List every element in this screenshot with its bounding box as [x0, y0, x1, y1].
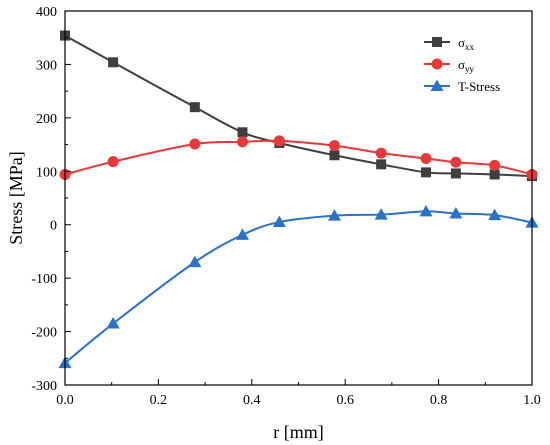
sigma-xx-point [376, 159, 387, 170]
sigma-yy-series [59, 135, 538, 180]
sigma-xx-point [489, 169, 500, 180]
legend-label: σyy [458, 57, 475, 74]
sigma-yy-point [273, 135, 285, 147]
t-stress-point [188, 255, 202, 268]
t-stress-point [449, 206, 463, 219]
sigma-xx-point [420, 167, 431, 178]
x-tick-label: 0.4 [243, 393, 261, 408]
t-stress-point [235, 228, 249, 240]
sigma-yy-point [420, 152, 432, 164]
legend-swatch-marker [431, 58, 443, 70]
x-axis: 0.0 0.2 0.4 0.6 0.8 1.0 [56, 379, 541, 408]
sigma-yy-point [189, 138, 201, 150]
y-tick-label: 100 [36, 165, 57, 180]
legend-label-subscript: yy [465, 64, 475, 74]
sigma-yy-point [489, 159, 501, 171]
y-axis: -300 -200 -100 0 100 200 300 400 [31, 5, 71, 394]
sigma-xx-point [237, 127, 248, 138]
t-stress-series [58, 204, 539, 369]
y-tick-label: -100 [31, 272, 57, 287]
y-tick-label: 0 [50, 219, 57, 234]
t-stress-point [272, 215, 286, 228]
t-stress-point [327, 209, 341, 221]
legend-label-main: T-Stress [458, 79, 500, 94]
t-stress-line [64, 210, 533, 364]
y-tick-label: -200 [31, 326, 57, 341]
y-tick-label: 400 [36, 5, 57, 20]
sigma-xx-series [60, 30, 537, 182]
sigma-yy-point [107, 156, 119, 168]
sigma-yy-point [236, 136, 248, 148]
x-tick-label: 0.2 [150, 393, 168, 408]
legend-label-main: σ [458, 35, 465, 50]
x-axis-title: r [mm] [273, 422, 323, 442]
t-stress-point [374, 208, 388, 220]
sigma-xx-point [108, 57, 119, 68]
t-stress-point [419, 204, 433, 217]
y-tick-label: 300 [36, 58, 57, 73]
legend-item-sigma-yy: σyy [424, 57, 475, 74]
y-tick-label: 200 [36, 112, 57, 127]
legend-label: T-Stress [458, 79, 500, 94]
sigma-yy-point [375, 147, 387, 159]
x-tick-label: 1.0 [523, 393, 541, 408]
legend-label: σxx [458, 35, 475, 52]
legend-item-sigma-xx: σxx [424, 35, 475, 52]
sigma-xx-point [189, 102, 200, 113]
legend-label-subscript: xx [465, 42, 475, 52]
sigma-xx-point [329, 150, 340, 161]
sigma-yy-point [450, 156, 462, 168]
legend-swatch-marker [430, 79, 444, 91]
t-stress-point [488, 208, 502, 221]
plot-area [58, 30, 539, 369]
x-tick-label: 0.8 [430, 393, 448, 408]
y-tick-label: -300 [31, 379, 57, 394]
sigma-xx-point [450, 168, 461, 179]
x-tick-label: 0.6 [336, 393, 354, 408]
x-tick-label: 0.0 [56, 393, 74, 408]
legend-item-t-stress: T-Stress [424, 79, 500, 94]
sigma-yy-point [328, 140, 340, 152]
legend-swatch-marker [432, 37, 442, 47]
sigma-yy-line [64, 139, 533, 176]
y-axis-title: Stress [MPa] [6, 151, 26, 245]
t-stress-point [106, 317, 120, 329]
legend-label-main: σ [458, 57, 465, 72]
